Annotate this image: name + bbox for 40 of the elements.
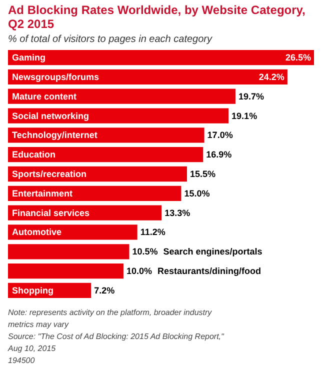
y-tick-label: Shopping: [12, 285, 54, 296]
data-label: 19.1%: [232, 110, 258, 121]
text: 194500: [8, 356, 36, 365]
bar: [8, 147, 204, 162]
y-tick-label: Gaming: [12, 52, 46, 63]
bar: [8, 244, 130, 260]
data-label: 13.3%: [164, 208, 190, 218]
y-tick-label: Automotive: [12, 227, 62, 238]
data-label: 11.2%: [140, 227, 166, 238]
text: Note: represents activity on the platform, broader industry metrics may vary: [8, 308, 213, 329]
y-tick-label: Restaurants/dining/food: [157, 266, 261, 276]
bar: [8, 50, 314, 66]
source-note: Source: "The Cost of Ad Blocking: 2015 Ad Blocking Report," Aug 10, 2015: [7, 332, 226, 353]
data-label: 26.5%: [285, 52, 311, 63]
y-tick-label: Mature content: [12, 91, 77, 102]
bar: [8, 224, 138, 240]
data-label: 10.0%: [126, 266, 152, 276]
chart-title: Ad Blocking Rates Worldwide, by Website Category, Q2 2015: [8, 3, 306, 31]
data-label: 7.2%: [94, 285, 115, 296]
y-tick-label: Social networking: [12, 110, 90, 121]
bar: [8, 263, 124, 279]
bar: [8, 88, 236, 104]
y-tick-label: Search engines/portals: [163, 246, 262, 257]
data-label: 15.5%: [190, 169, 216, 179]
data-label: 15.0%: [184, 188, 210, 198]
data-label: 17.0%: [207, 130, 233, 140]
y-tick-label: Newsgroups/forums: [12, 72, 100, 82]
data-label: 16.9%: [206, 150, 232, 160]
data-label: 19.7%: [238, 91, 264, 102]
bar: [8, 186, 182, 201]
data-label: 24.2%: [258, 72, 284, 82]
y-tick-label: Financial services: [12, 208, 90, 218]
y-tick-label: Education: [12, 150, 56, 160]
bar: [8, 128, 204, 143]
y-tick-label: Technology/internet: [12, 130, 98, 140]
data-label: 10.5%: [132, 246, 158, 257]
y-tick-label: Sports/recreation: [12, 169, 87, 179]
y-tick-label: Entertainment: [12, 188, 73, 198]
bar: [8, 108, 229, 124]
chart-subtitle: % of total of visitors to pages in each category: [8, 34, 213, 45]
